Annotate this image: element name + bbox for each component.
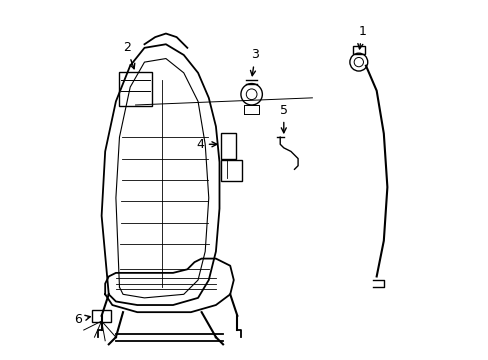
Text: 5: 5 bbox=[279, 104, 287, 133]
Text: 2: 2 bbox=[122, 41, 135, 69]
Text: 1: 1 bbox=[357, 25, 366, 49]
Text: 4: 4 bbox=[196, 138, 217, 151]
Text: 6: 6 bbox=[74, 313, 90, 326]
Text: 3: 3 bbox=[250, 49, 259, 76]
